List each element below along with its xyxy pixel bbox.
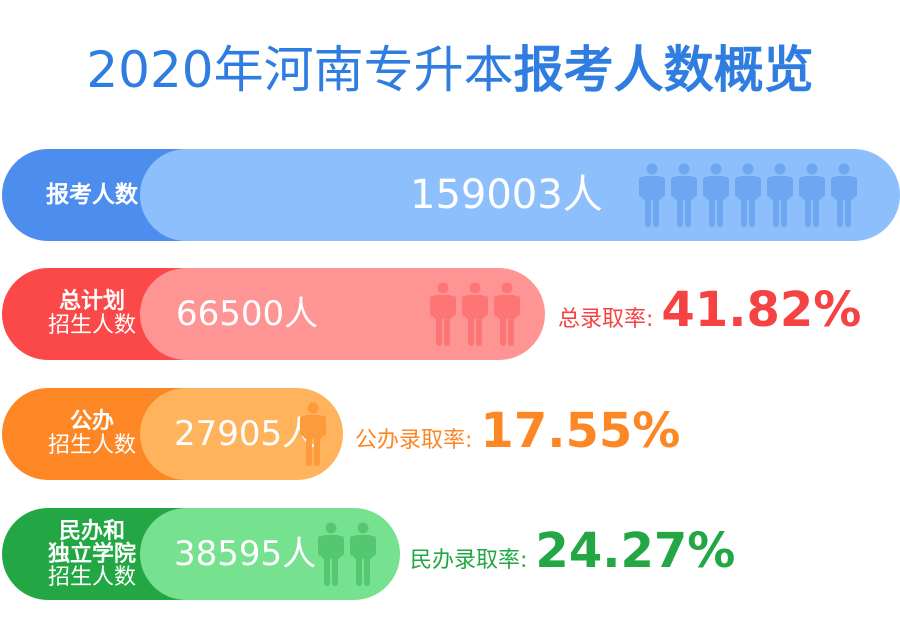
row-label: 公办 招生人数 xyxy=(47,409,136,458)
row-private: 民办和 独立学院 招生人数 38595人 xyxy=(2,508,402,600)
row-applicants: 报考人数 159003人 xyxy=(2,149,900,241)
page-title: 2020年河南专升本报考人数概览 xyxy=(0,30,900,110)
person-icon xyxy=(350,522,376,586)
person-icon xyxy=(799,163,825,227)
title-bold: 报考人数概览 xyxy=(513,41,814,99)
private-rate: 民办录取率: 24.27% xyxy=(410,523,736,579)
person-icon xyxy=(494,282,520,346)
person-icon xyxy=(318,522,344,586)
public-rate: 公办录取率: 17.55% xyxy=(355,403,681,459)
title-regular: 2020年河南专升本 xyxy=(86,41,514,99)
person-icon xyxy=(671,163,697,227)
row-value: 27905人 xyxy=(174,414,317,454)
total-rate: 总录取率: 41.82% xyxy=(558,282,862,338)
row-label: 总计划 招生人数 xyxy=(47,289,136,338)
person-icon xyxy=(735,163,761,227)
row-total-plan: 总计划 招生人数 66500人 xyxy=(2,268,547,360)
person-icon xyxy=(703,163,729,227)
people-icons xyxy=(639,163,857,227)
person-icon xyxy=(831,163,857,227)
row-public: 公办 招生人数 27905人 xyxy=(2,388,345,480)
people-icons xyxy=(300,402,326,466)
person-icon xyxy=(430,282,456,346)
people-icons xyxy=(318,522,376,586)
person-icon xyxy=(462,282,488,346)
row-label: 民办和 独立学院 招生人数 xyxy=(47,518,136,590)
person-icon xyxy=(767,163,793,227)
person-icon xyxy=(300,402,326,466)
people-icons xyxy=(430,282,520,346)
row-value: 159003人 xyxy=(410,172,603,218)
row-value: 38595人 xyxy=(174,534,317,574)
row-label: 报考人数 xyxy=(46,182,138,208)
row-value: 66500人 xyxy=(176,294,319,334)
person-icon xyxy=(639,163,665,227)
